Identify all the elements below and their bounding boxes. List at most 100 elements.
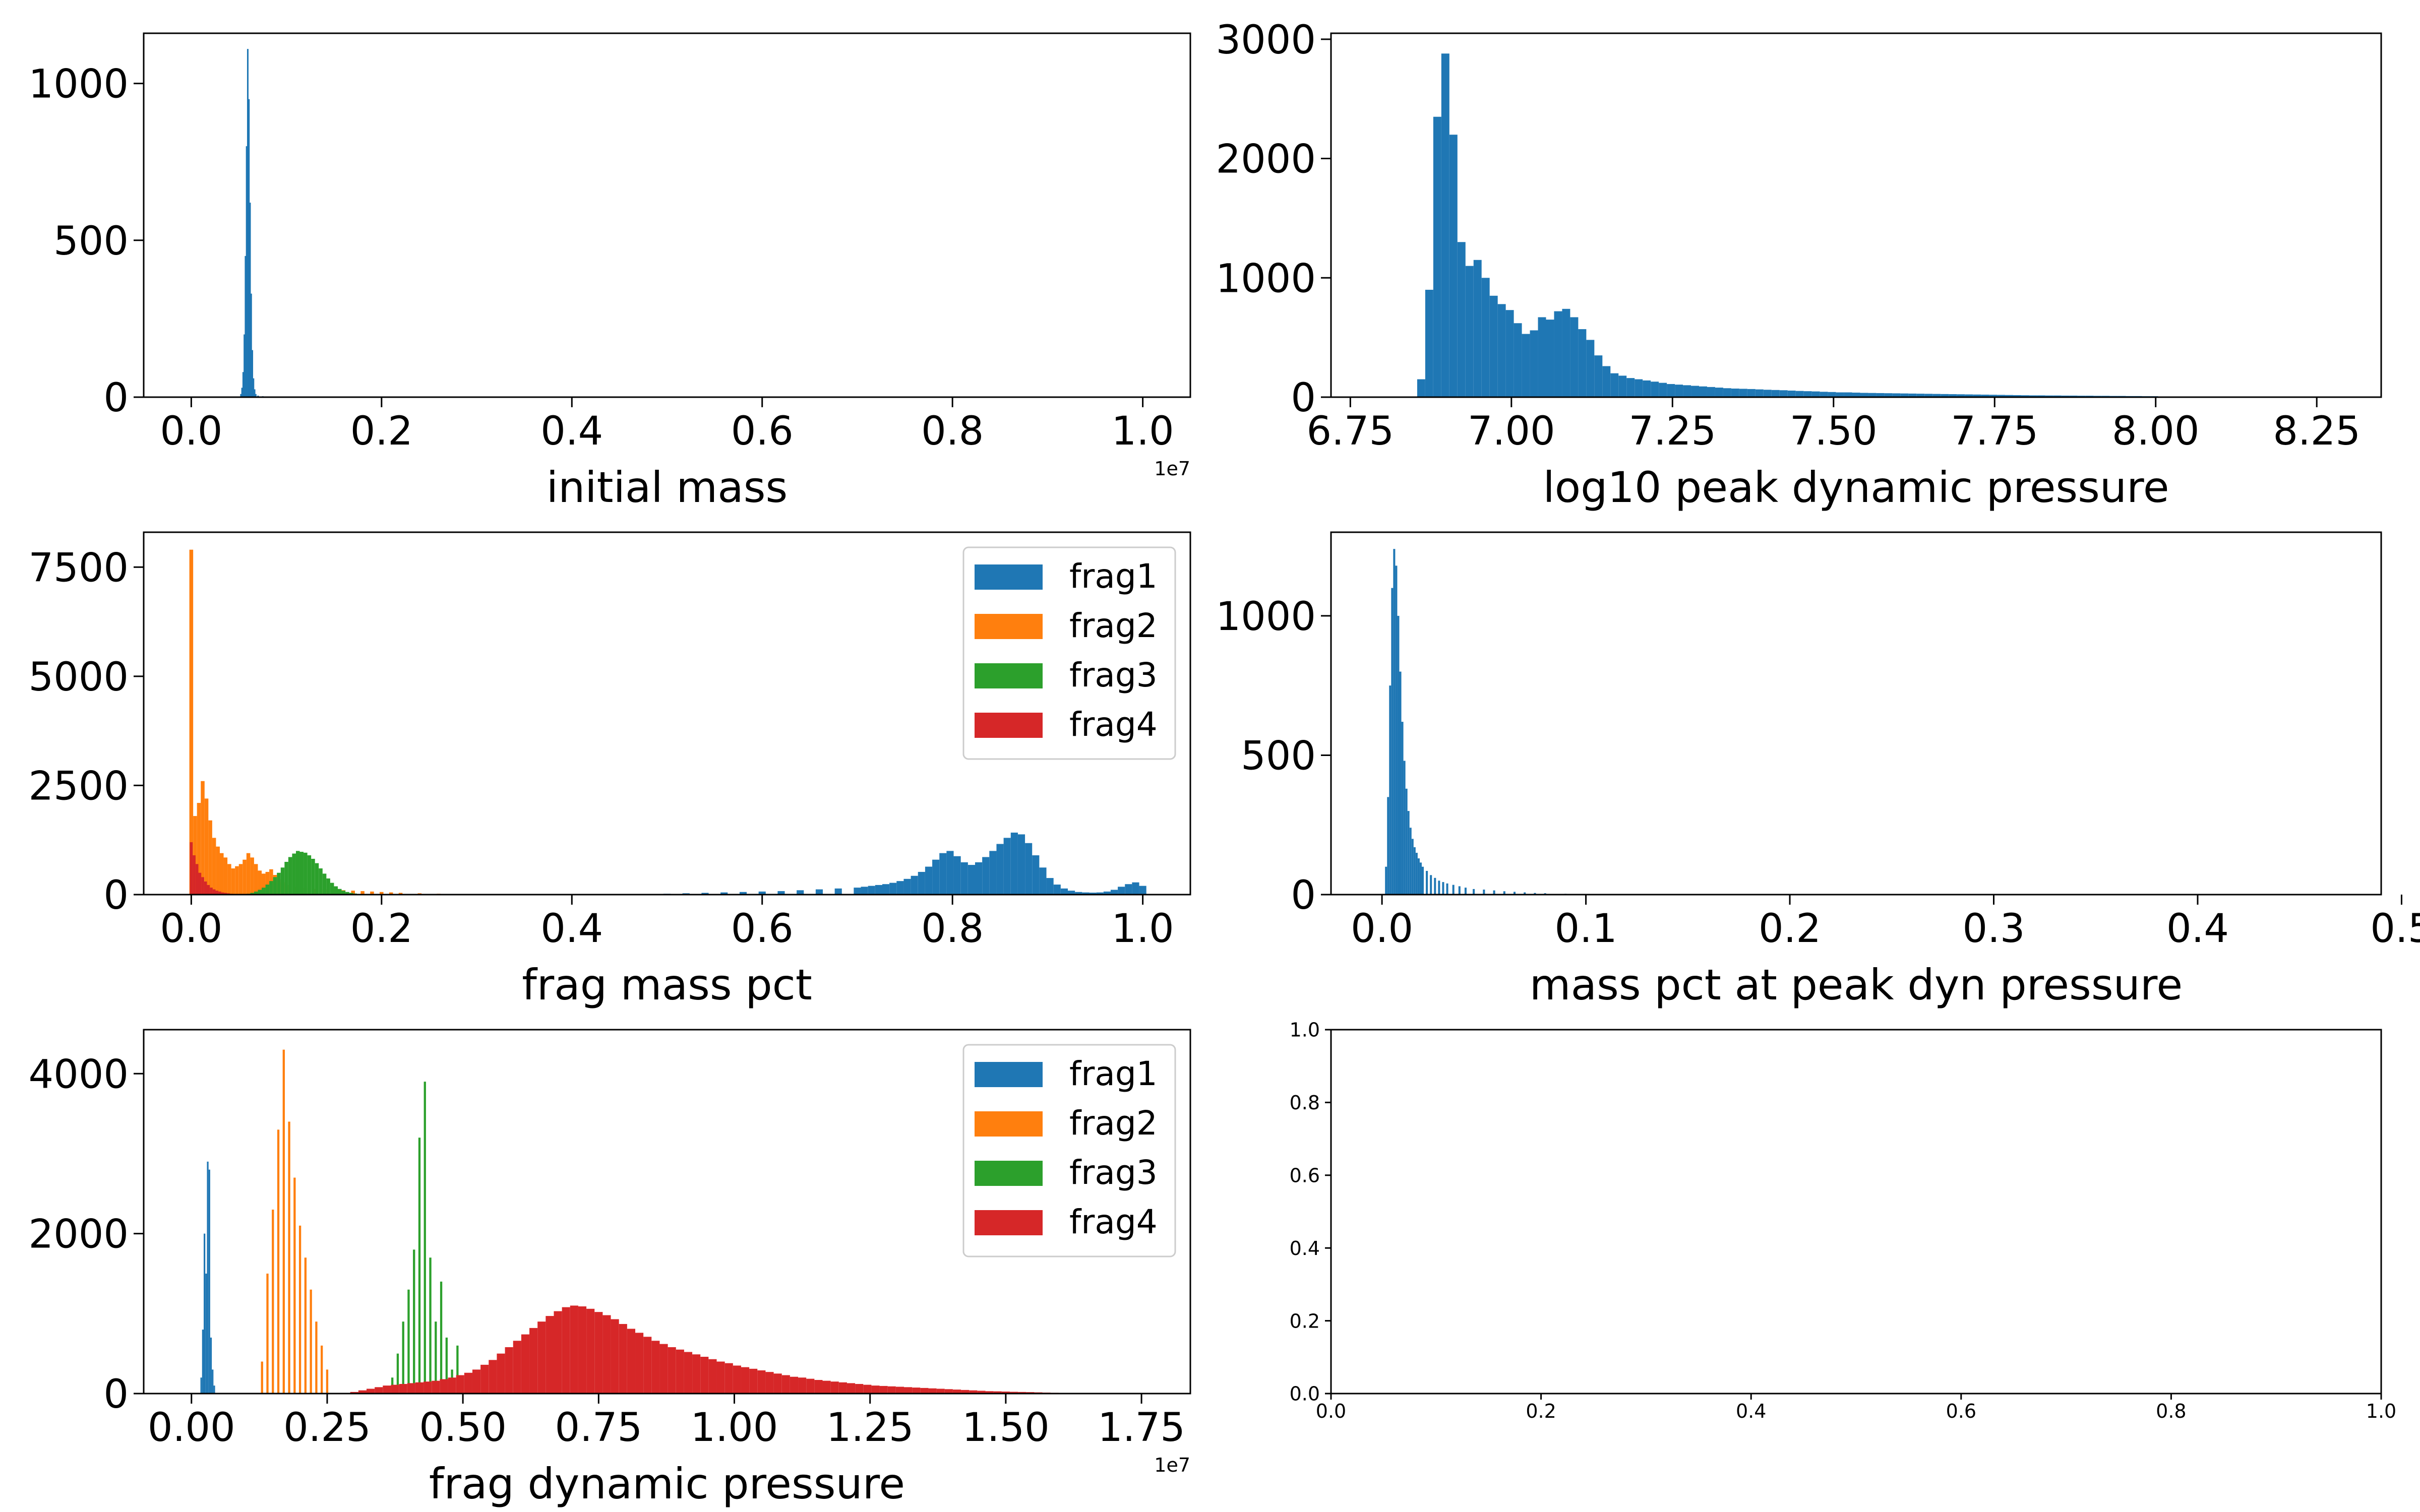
bar: [861, 887, 868, 895]
bar: [1025, 843, 1033, 895]
bar: [757, 1370, 766, 1394]
bar: [619, 1324, 627, 1394]
bar: [1125, 884, 1132, 895]
bar: [242, 372, 244, 397]
bar: [668, 1347, 676, 1394]
y-tick-label: 500: [1241, 734, 1316, 779]
bar: [253, 378, 255, 397]
bar: [415, 1382, 424, 1394]
bar: [252, 350, 254, 397]
bar: [911, 875, 918, 895]
bar: [875, 885, 882, 895]
bar: [977, 1391, 986, 1394]
bar: [920, 1388, 929, 1394]
x-tick-label: 0.00: [148, 1405, 235, 1451]
bar: [1452, 885, 1455, 895]
bar: [513, 1341, 521, 1394]
bar: [1610, 373, 1619, 397]
bar: [193, 855, 196, 895]
bar: [1409, 828, 1412, 895]
bar: [383, 1385, 391, 1394]
legend-label: frag4: [1069, 705, 1158, 744]
bar: [358, 1390, 367, 1394]
bar: [733, 1365, 741, 1394]
axes-frame: [1330, 1029, 2382, 1395]
bar: [953, 856, 961, 895]
bar: [1433, 116, 1441, 397]
bar: [537, 1321, 546, 1394]
bar: [497, 1353, 505, 1394]
bar: [1419, 862, 1422, 895]
bar: [1868, 393, 1877, 397]
bar: [1473, 260, 1482, 397]
legend-swatch: [975, 1161, 1043, 1186]
bar: [190, 842, 193, 895]
bar: [407, 1383, 415, 1394]
bar: [961, 1390, 970, 1394]
bar: [413, 1249, 415, 1394]
bar: [692, 1354, 701, 1394]
bar: [248, 99, 250, 397]
y-tick-label: 0.6: [1290, 1164, 1320, 1186]
bar: [250, 857, 254, 895]
axes-frame: [1330, 32, 2382, 398]
bar: [1393, 549, 1396, 895]
bar: [212, 889, 216, 895]
bar: [223, 857, 228, 895]
bar: [350, 1392, 358, 1394]
bar: [322, 873, 327, 895]
bar: [246, 146, 248, 397]
bar: [932, 859, 940, 895]
bar: [262, 873, 266, 895]
bar: [918, 871, 925, 895]
bar: [586, 1308, 595, 1394]
bar: [1530, 330, 1538, 397]
bar: [863, 1384, 872, 1394]
x-axis-label: initial mass: [547, 463, 788, 512]
bar: [1739, 389, 1747, 397]
bar: [611, 1319, 619, 1394]
y-tick-label: 2000: [28, 1212, 129, 1257]
bar: [1417, 858, 1420, 895]
bar: [529, 1328, 538, 1394]
bar: [349, 893, 353, 895]
bar: [1132, 882, 1139, 895]
bar: [1385, 866, 1387, 895]
bar: [221, 892, 224, 895]
bar: [1493, 890, 1495, 895]
bar: [1876, 393, 1885, 397]
axes-frame: [143, 32, 1191, 398]
bar: [208, 820, 212, 895]
bar: [216, 846, 220, 895]
bar: [1096, 892, 1104, 895]
x-axis-label: frag dynamic pressure: [429, 1459, 905, 1508]
bar: [1707, 387, 1715, 397]
bar: [201, 781, 205, 895]
bar: [258, 870, 262, 895]
bar: [261, 1361, 263, 1394]
bar: [1009, 1392, 1018, 1394]
bar: [952, 1390, 961, 1394]
x-tick-label: 1.00: [691, 1405, 778, 1451]
bar: [197, 803, 201, 895]
bar: [1981, 395, 1989, 397]
bar: [1973, 394, 1981, 397]
bar: [578, 1306, 587, 1394]
bar: [1524, 892, 1526, 895]
subplot-mass-pct-at-peak-dyn-pressure: 0.0 0.1 0.2 0.3 0.4 0.5 0 500 1000 mass pct at pe…: [1216, 531, 2420, 1010]
y-tick-label: 4000: [28, 1052, 129, 1097]
bar: [1779, 390, 1788, 397]
bar: [1892, 393, 1901, 397]
bar: [1481, 278, 1490, 397]
bar: [407, 1289, 410, 1394]
bar: [1965, 394, 1973, 397]
bar: [315, 863, 319, 895]
bar: [345, 892, 349, 895]
bar: [1651, 382, 1659, 397]
bar: [562, 1307, 570, 1394]
bar: [1430, 875, 1432, 895]
bar: [834, 888, 842, 895]
bar: [871, 1385, 880, 1394]
bar: [265, 871, 270, 895]
bar: [798, 1377, 807, 1394]
